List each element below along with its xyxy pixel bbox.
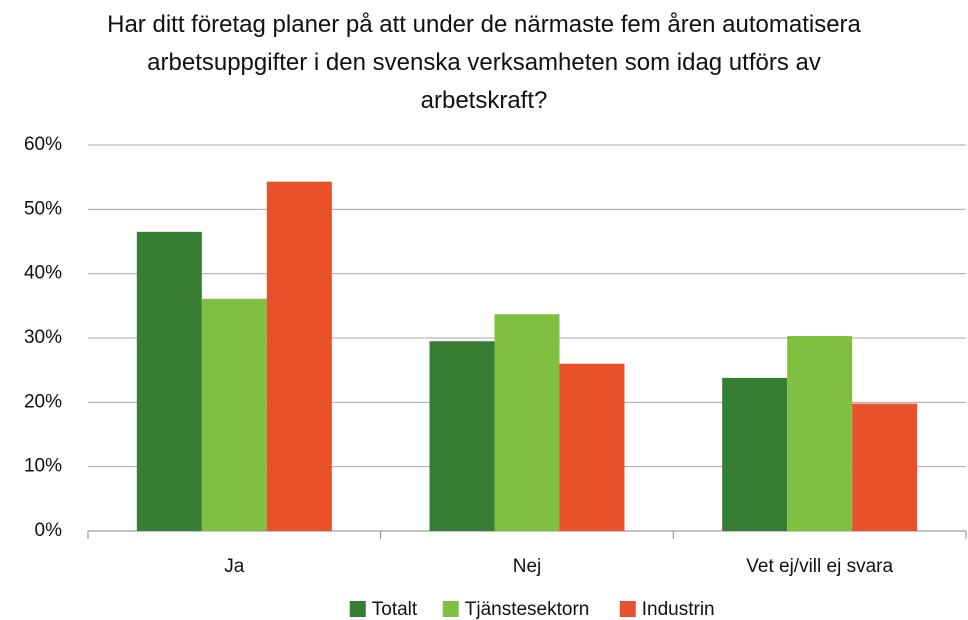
x-tick-label: Nej — [513, 556, 542, 577]
y-tick-label: 10% — [24, 456, 62, 477]
bar — [787, 336, 853, 531]
y-tick-label: 60% — [24, 134, 62, 155]
legend-label: Industrin — [642, 599, 715, 620]
x-tick-label: Vet ej/vill ej svara — [746, 556, 893, 577]
bar — [852, 403, 918, 531]
legend-swatch — [619, 601, 636, 617]
x-tick-label: Ja — [224, 556, 245, 577]
legend-label: Totalt — [372, 599, 418, 620]
legend-label: Tjänstesektorn — [465, 599, 590, 620]
legend-swatch — [442, 601, 459, 617]
y-tick-label: 40% — [24, 263, 62, 284]
bar — [559, 363, 625, 531]
chart-title: Har ditt företag planer på att under de … — [107, 11, 861, 114]
bar — [494, 314, 560, 531]
y-tick-label: 30% — [24, 327, 62, 348]
bar — [429, 341, 495, 531]
y-tick-label: 0% — [35, 520, 63, 541]
bar — [136, 231, 202, 531]
y-tick-label: 20% — [24, 391, 62, 412]
y-tick-label: 50% — [24, 198, 62, 219]
legend-swatch — [349, 601, 366, 617]
bar — [201, 298, 267, 531]
bar — [722, 377, 788, 531]
bar — [266, 181, 332, 532]
